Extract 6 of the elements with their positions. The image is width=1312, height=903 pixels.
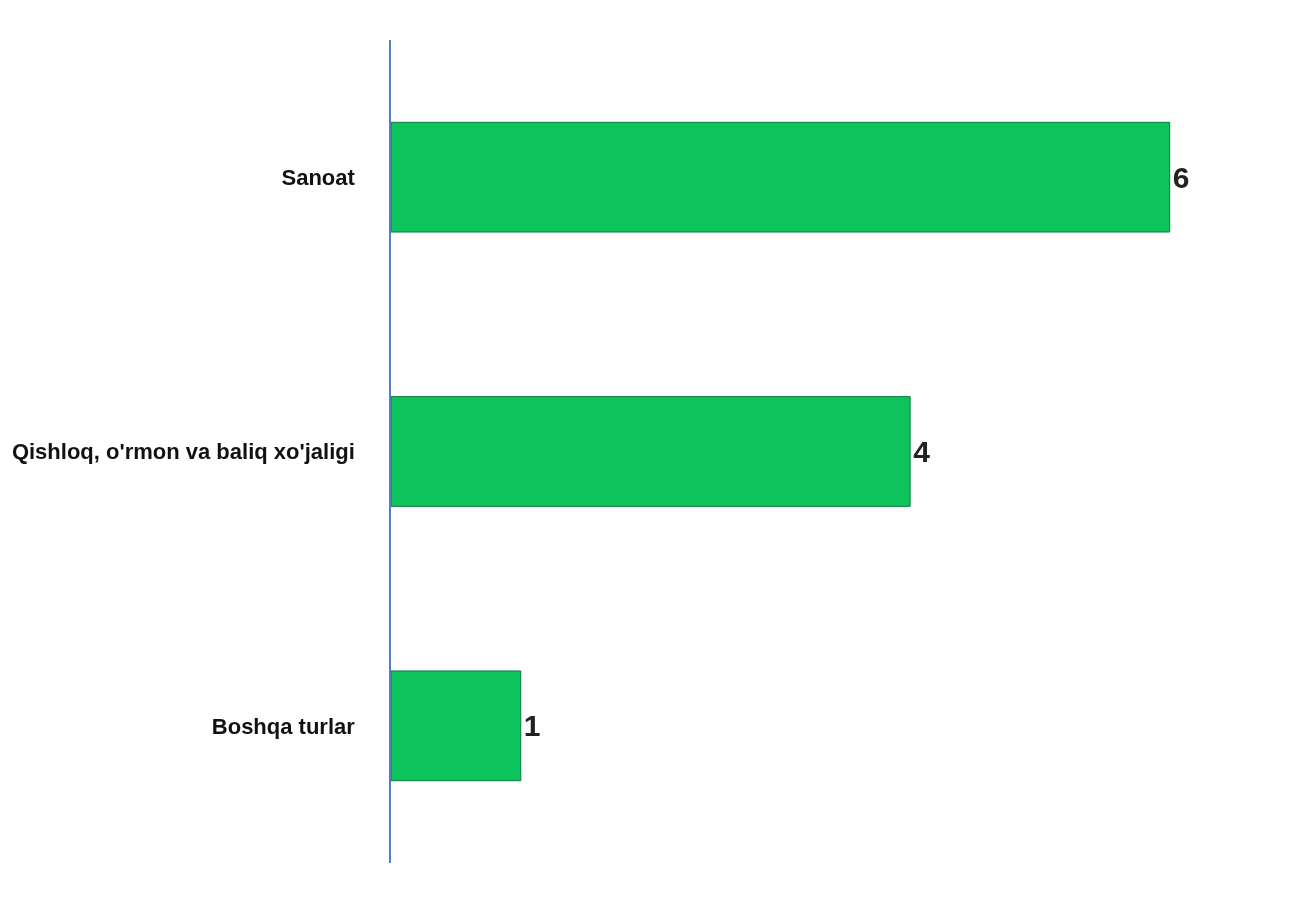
data-label: 4 — [913, 435, 931, 468]
data-label: 6 — [1172, 160, 1190, 194]
y-tick-label: Boshqa turlar — [211, 713, 356, 739]
data-label: 1 — [523, 709, 541, 743]
y-tick-label: Sanoat — [281, 164, 356, 190]
y-tick-label: Qishloq, o'rmon va baliq xo'jaligi — [11, 439, 355, 465]
